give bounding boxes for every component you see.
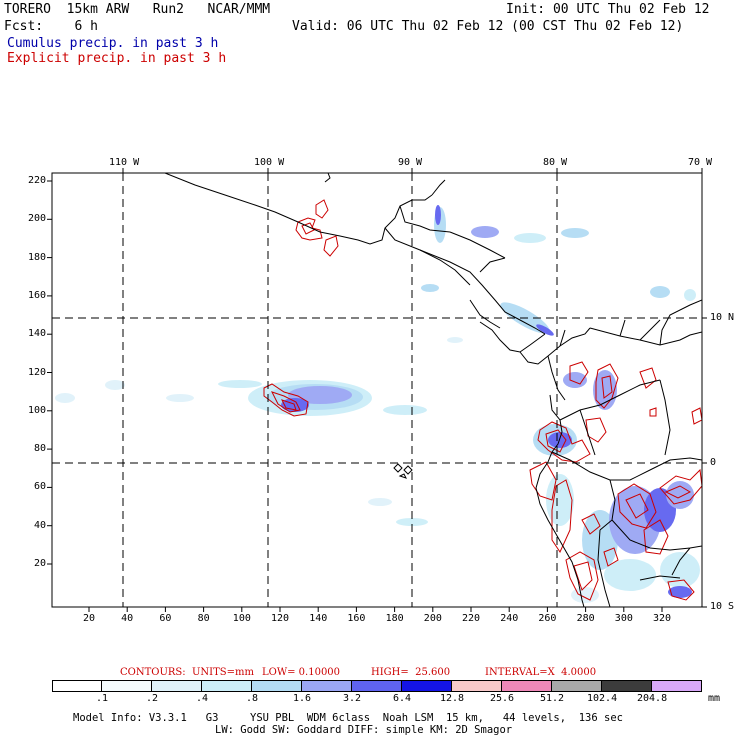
init-time: Init: 00 UTC Thu 02 Feb 12 (506, 2, 710, 17)
left-grid-label: 100 (27, 404, 46, 416)
colorbar-swatch (152, 680, 202, 692)
bottom-grid-label: 80 (197, 613, 210, 624)
bottom-grid-label: 120 (271, 613, 290, 624)
left-grid-label: 140 (27, 328, 46, 340)
axis-ticks (47, 168, 707, 612)
coastlines (164, 173, 702, 607)
bottom-grid-label: 240 (500, 613, 519, 624)
top-lon-label: 90 W (398, 157, 423, 168)
colorbar-swatch (102, 680, 152, 692)
colorbar-swatch (402, 680, 452, 692)
explicit-legend: Explicit precip. in past 3 h (7, 51, 227, 66)
model-run-title: TORERO 15km ARW Run2 NCAR/MMM (4, 2, 271, 17)
colorbar-swatch (602, 680, 652, 692)
top-lon-label: 80 W (543, 157, 568, 168)
forecast-hour: Fcst: 6 h (4, 19, 98, 34)
colorbar-label: .1 (95, 693, 109, 704)
physics-info: LW: Godd SW: Goddard DIFF: simple KM: 2D… (215, 724, 513, 736)
left-grid-label: 160 (27, 289, 46, 301)
map-frame (51, 172, 703, 608)
colorbar-label: 204.8 (637, 693, 668, 704)
left-grid-label: 120 (27, 366, 46, 378)
colorbar-label: 51.2 (539, 693, 565, 704)
left-grid-label: 220 (27, 175, 46, 186)
top-lon-label: 70 W (688, 157, 713, 168)
bottom-grid-label: 300 (614, 613, 633, 624)
bottom-grid-label: 320 (653, 613, 672, 624)
bottom-grid-label: 40 (121, 613, 134, 624)
model-info: Model Info: V3.3.1 G3 YSU PBL WDM 6class… (73, 712, 623, 724)
left-grid-label: 20 (33, 558, 46, 569)
right-lat-label: 0 (710, 457, 717, 468)
contour-low: LOW= 0.10000 (262, 667, 341, 678)
bottom-grid-label: 220 (462, 613, 481, 624)
colorbar-swatch (502, 680, 552, 692)
explicit-precip-contours (263, 199, 702, 601)
bottom-grid-label: 260 (538, 613, 557, 624)
colorbar-swatch (552, 680, 602, 692)
colorbar-swatch (252, 680, 302, 692)
colorbar-swatch (302, 680, 352, 692)
colorbar-label: .2 (145, 693, 159, 704)
colorbar-swatch (352, 680, 402, 692)
bottom-grid-label: 280 (576, 613, 595, 624)
colorbar-label: 102.4 (587, 693, 618, 704)
colorbar-label: 3.2 (342, 693, 362, 704)
colorbar-unit: mm (708, 693, 721, 704)
colorbar-swatch (652, 680, 702, 692)
bottom-grid-label: 100 (232, 613, 251, 624)
cumulus-legend: Cumulus precip. in past 3 h (7, 36, 219, 51)
left-grid-label: 200 (27, 213, 46, 225)
colorbar-swatch (202, 680, 252, 692)
contour-high: HIGH= 25.600 (371, 667, 451, 678)
valid-time: Valid: 06 UTC Thu 02 Feb 12 (00 CST Thu … (292, 19, 684, 34)
right-lat-label: 10 N (710, 312, 735, 323)
right-lat-label: 10 S (710, 601, 735, 612)
colorbar-label: 6.4 (392, 693, 412, 704)
colorbar-swatch (52, 680, 102, 692)
colorbar-label: 12.8 (439, 693, 465, 704)
lat-lon-grid (52, 173, 702, 607)
colorbar-label: 1.6 (292, 693, 312, 704)
bottom-grid-label: 140 (309, 613, 328, 624)
bottom-grid-label: 160 (347, 613, 366, 624)
colorbar-swatch (452, 680, 502, 692)
left-grid-label: 40 (33, 519, 46, 531)
colorbar-label: .8 (245, 693, 259, 704)
colorbar-label: 25.6 (489, 693, 515, 704)
bottom-grid-label: 60 (159, 613, 172, 624)
top-lon-label: 100 W (254, 157, 285, 168)
bottom-grid-label: 200 (423, 613, 442, 624)
left-grid-label: 180 (27, 251, 46, 263)
bottom-grid-label: 180 (385, 613, 404, 624)
left-grid-label: 80 (33, 443, 46, 455)
contour-interval: INTERVAL=X 4.0000 (485, 667, 597, 678)
contour-units: CONTOURS: UNITS=mm (120, 667, 254, 678)
colorbar-label: .4 (195, 693, 209, 704)
bottom-grid-label: 20 (82, 613, 96, 624)
left-grid-label: 60 (33, 481, 46, 493)
top-lon-label: 110 W (109, 157, 140, 168)
